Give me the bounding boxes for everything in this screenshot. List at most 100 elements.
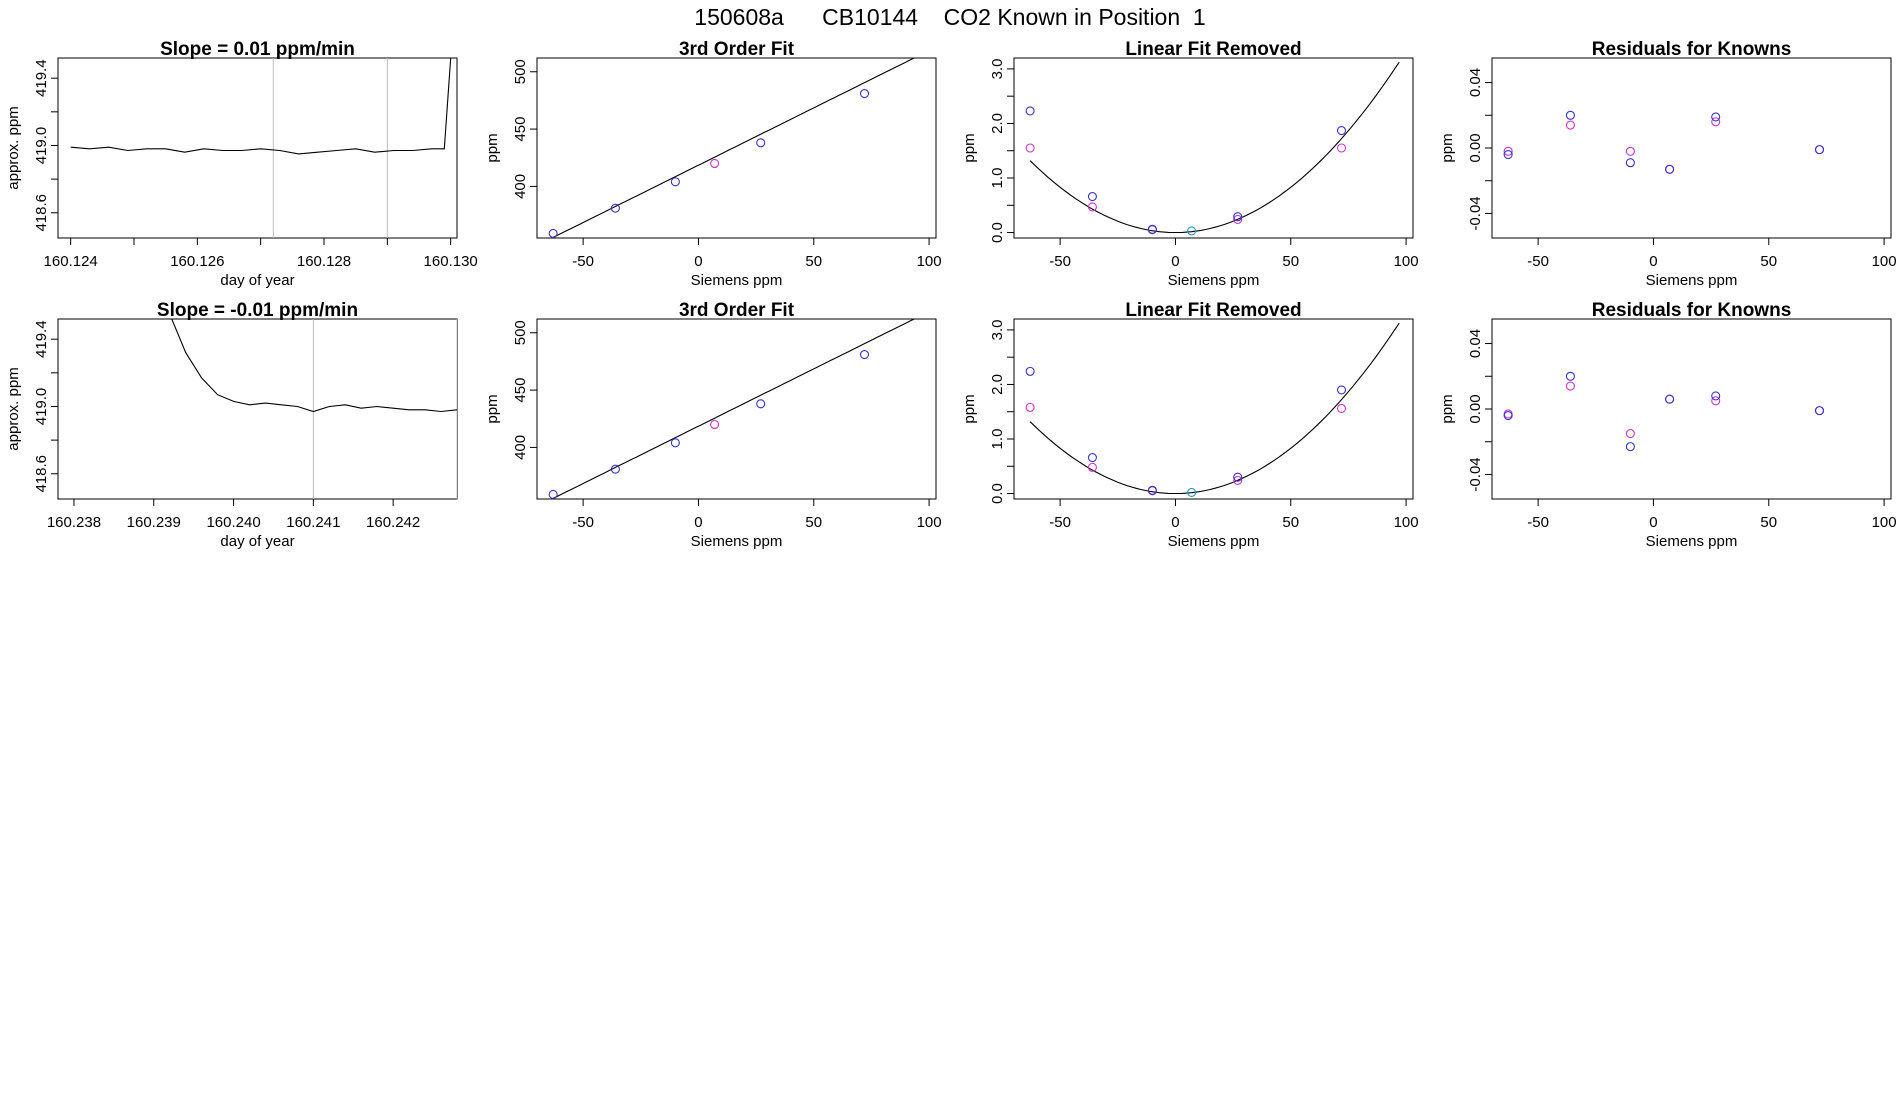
plot-panel-r1c1: 3rd Order Fit -50 0 50 100 Siemens ppm 400 450 5… [484,300,942,550]
x-tick-label: 0 [1649,253,1657,270]
x-axis-label: Siemens ppm [1646,533,1738,550]
data-point-magenta [1503,146,1513,156]
x-tick-label: 160.130 [424,253,478,270]
data-point-blue [756,138,766,148]
data-point-blue [1625,158,1635,168]
data-point-blue [1336,125,1347,136]
plot-area [1503,110,1825,174]
x-tick-label: 100 [1394,514,1419,531]
plot-frame [1013,57,1414,239]
page-title: 150608a CB10144 CO2 Known in Position 1 [694,4,1206,30]
y-axis-label: ppm [961,394,978,423]
plot-frame [1491,318,1892,500]
data-point-blue [1025,366,1035,376]
plot-title: Residuals for Knowns [1592,300,1792,321]
data-point-blue [1147,485,1157,495]
data-point-blue [1147,224,1157,234]
data-point-magenta [1711,117,1721,127]
fit-curve [552,319,916,499]
data-point-magenta [710,419,720,430]
x-tick-label: 160.242 [366,514,420,531]
data-point-blue [756,399,766,409]
x-tick-label: 50 [805,514,822,531]
x-tick-label: 100 [917,253,942,270]
data-point-blue [670,438,680,448]
y-tick-label: -0.04 [1467,457,1484,491]
plot-frame [57,57,458,239]
fit-curve [1029,322,1400,495]
plot-frame [1013,318,1414,500]
data-point-blue [1565,371,1575,381]
data-point-magenta [1087,462,1097,472]
data-point-magenta [1711,396,1721,406]
y-tick-label: 450 [512,378,529,403]
y-axis-label: ppm [1439,133,1456,162]
x-tick-label: 100 [1872,253,1897,270]
y-tick-label: -0.04 [1467,196,1484,230]
y-tick-label: 0.0 [989,222,1006,243]
plot-panel-r1c3: Residuals for Knowns -50 0 50 100 Siemens ppm… [1439,300,1897,550]
y-tick-label: 1.0 [989,168,1006,189]
data-point-blue [859,88,870,99]
data-point-blue [1565,110,1575,120]
plot-area [1025,322,1400,498]
data-point-blue [548,228,558,238]
data-point-blue [1625,442,1635,452]
data-point-blue [1711,112,1721,122]
plot-area [1025,61,1400,236]
series-line [70,58,452,155]
plot-area [548,58,916,238]
data-point-blue [1087,452,1097,463]
plot-title: Linear Fit Removed [1125,300,1301,321]
data-point-blue [1025,106,1035,116]
data-point-blue [1336,385,1347,395]
x-tick-label: 0 [694,253,702,270]
y-tick-label: 400 [512,435,529,460]
y-tick-label: 419.0 [33,388,50,426]
data-point-magenta [1625,146,1635,156]
plot-title: 3rd Order Fit [679,39,795,60]
x-tick-label: 160.241 [286,514,340,531]
x-tick-label: 50 [1760,514,1777,531]
y-tick-label: 418.6 [33,194,50,232]
y-tick-label: 1.0 [989,429,1006,450]
data-point-magenta [1233,214,1243,225]
data-point-blue [1503,149,1513,160]
x-tick-label: 160.126 [170,253,224,270]
y-tick-label: 2.0 [989,374,1006,395]
y-tick-label: 0.00 [1467,394,1484,423]
data-point-blue [610,464,620,474]
y-tick-label: 0.00 [1467,133,1484,162]
x-axis-label: Siemens ppm [1168,272,1260,289]
data-point-magenta [1336,403,1347,414]
data-point-blue [1665,164,1675,174]
data-point-magenta [1336,143,1347,153]
x-tick-label: 100 [917,514,942,531]
data-point-cyan [1187,226,1197,236]
data-point-blue [1233,472,1243,482]
x-axis-label: Siemens ppm [691,533,783,550]
y-tick-label: 0.04 [1467,68,1484,97]
y-tick-label: 500 [512,59,529,84]
x-tick-label: 160.128 [297,253,351,270]
y-tick-label: 419.0 [33,127,50,165]
plot-panel-r0c2: Linear Fit Removed -50 0 50 100 Siemens ppm 0.… [961,39,1419,289]
y-tick-label: 419.4 [33,59,50,97]
plot-title: Slope = -0.01 ppm/min [157,300,358,321]
series-line [171,319,457,413]
x-tick-label: -50 [1049,253,1071,270]
data-point-cyan [1187,487,1197,498]
data-point-magenta [1087,202,1097,212]
data-point-blue [859,349,870,360]
x-tick-label: 50 [805,253,822,270]
data-point-blue [1087,191,1097,202]
data-point-magenta [1565,120,1575,130]
x-tick-label: 160.238 [47,514,101,531]
data-point-blue [610,203,620,213]
y-axis-label: ppm [1439,394,1456,423]
y-tick-label: 450 [512,117,529,142]
y-tick-label: 0.04 [1467,329,1484,358]
x-tick-label: 100 [1872,514,1897,531]
y-tick-label: 418.6 [33,455,50,493]
data-point-blue [670,177,680,187]
